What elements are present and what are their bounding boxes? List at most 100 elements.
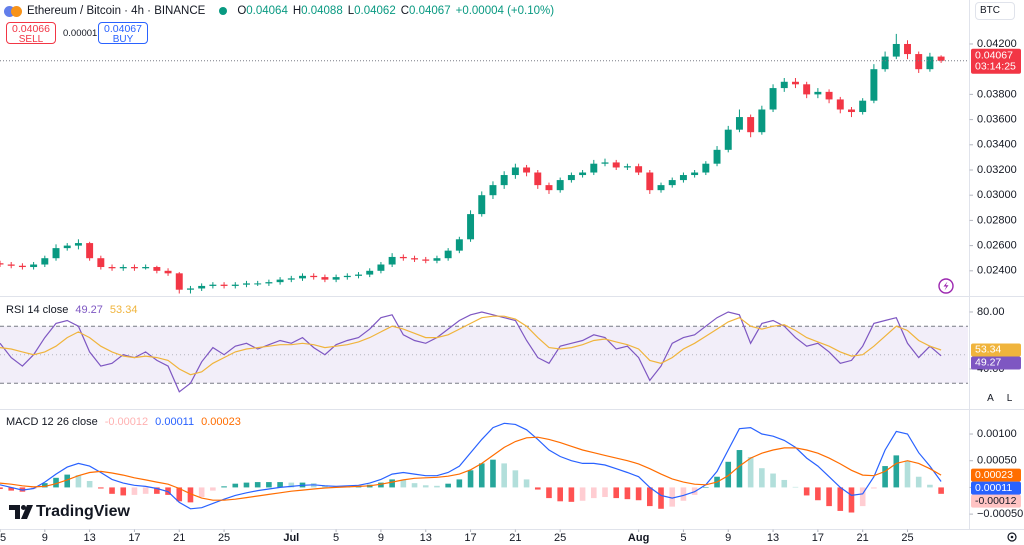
candle-body xyxy=(735,117,743,130)
histogram-bar xyxy=(927,484,933,488)
series-line xyxy=(0,315,942,376)
candle-body xyxy=(209,284,217,286)
candle-body xyxy=(803,84,811,95)
bar-countdown: 03:14:25 xyxy=(975,61,1016,73)
histogram-bar xyxy=(434,485,440,488)
histogram-bar xyxy=(635,487,642,501)
candle-body xyxy=(310,275,318,278)
x-tick-label: 17 xyxy=(812,532,824,544)
candle-body xyxy=(243,283,250,285)
ohlc-value: 0.04062 xyxy=(354,5,396,17)
eth-icon xyxy=(4,5,15,17)
candle-body xyxy=(265,282,273,284)
candle-body xyxy=(153,267,161,271)
candle-body xyxy=(915,54,923,70)
buy-button[interactable]: 0.04067 BUY xyxy=(98,22,148,45)
histogram-bar xyxy=(546,487,552,499)
candle-body xyxy=(18,265,26,268)
histogram-bar xyxy=(142,487,149,494)
x-tick-label: 25 xyxy=(901,532,913,544)
brand-name: TradingView xyxy=(36,503,131,520)
histogram-bar xyxy=(53,477,59,488)
histogram-bar xyxy=(703,487,709,488)
buy-label: BUY xyxy=(112,34,134,45)
y-tick-label: 0.03600 xyxy=(977,113,1017,125)
histogram-bar xyxy=(534,487,541,490)
x-tick-label: 13 xyxy=(767,532,779,544)
candle-body xyxy=(691,172,699,176)
candle-body xyxy=(702,163,710,173)
histogram-bar xyxy=(747,456,754,488)
legend-value: -0.00012 xyxy=(105,416,148,428)
candle-body xyxy=(254,283,262,285)
candle-body xyxy=(108,267,116,269)
candle-body xyxy=(444,250,452,259)
lightning-icon[interactable] xyxy=(938,278,954,294)
histogram-bar xyxy=(590,487,597,499)
candle-body xyxy=(489,185,497,196)
histogram-bar xyxy=(871,487,877,489)
candle-body xyxy=(747,117,755,133)
candle-body xyxy=(635,166,643,173)
candle-body xyxy=(164,270,172,274)
candle-body xyxy=(299,275,306,279)
histogram-bar xyxy=(456,479,463,488)
histogram-bar xyxy=(400,479,407,488)
x-tick-label: Jul xyxy=(283,532,299,544)
histogram-bar xyxy=(254,482,261,488)
indicator-title: MACD 12 26 close xyxy=(6,416,98,428)
histogram-bar xyxy=(109,487,115,494)
histogram-bar xyxy=(98,487,104,489)
histogram-bar xyxy=(523,479,530,488)
legend-value: 0.00011 xyxy=(155,416,194,428)
candle-body xyxy=(433,258,441,261)
x-tick-label: 5 xyxy=(333,532,339,544)
candle-body xyxy=(904,43,911,55)
histogram-bar xyxy=(658,487,664,509)
histogram-bar xyxy=(579,487,586,501)
axis-value-box xyxy=(971,343,1021,357)
candle-body xyxy=(836,99,844,110)
x-tick-label: 13 xyxy=(420,532,432,544)
candle-body xyxy=(478,195,486,215)
y-tick-label: −0.00050 xyxy=(977,508,1023,520)
settings-icon[interactable] xyxy=(1007,532,1017,542)
histogram-bar xyxy=(893,455,900,488)
auto-scale-button[interactable]: A xyxy=(983,392,998,407)
histogram-bar xyxy=(624,487,631,500)
histogram-bar xyxy=(647,487,653,507)
candle-body xyxy=(231,284,239,286)
candle-body xyxy=(52,248,60,259)
candle-body xyxy=(523,167,531,173)
histogram-bar xyxy=(557,487,563,502)
symbol-title[interactable]: Ethereum / Bitcoin · 4h · BINANCE xyxy=(27,5,206,17)
axis-value-label: -0.00012 xyxy=(975,495,1017,507)
candle-body xyxy=(41,258,49,265)
ohlc-key: H xyxy=(292,5,302,17)
candle-body xyxy=(825,91,833,100)
log-scale-button[interactable]: L xyxy=(1002,392,1017,407)
x-tick-label: 25 xyxy=(554,532,566,544)
currency-button[interactable]: BTC xyxy=(975,2,1015,20)
x-tick-label: 5 xyxy=(0,532,6,544)
candle-body xyxy=(186,288,194,290)
spread: 0.00001 xyxy=(63,28,98,39)
candle-body xyxy=(780,81,788,89)
histogram-bar xyxy=(232,483,239,488)
last-price-label: 0.04067 xyxy=(975,50,1013,62)
candle-body xyxy=(455,239,463,251)
histogram-bar xyxy=(490,459,496,488)
histogram-bar xyxy=(75,475,82,488)
x-tick-label: 5 xyxy=(680,532,686,544)
histogram-bar xyxy=(501,463,507,488)
sell-button[interactable]: 0.04066 SELL xyxy=(6,22,56,45)
histogram-bar xyxy=(198,487,205,498)
candle-body xyxy=(870,69,878,101)
histogram-bar xyxy=(736,450,743,488)
histogram-bar xyxy=(815,487,821,501)
histogram-bar xyxy=(187,487,194,503)
candle-body xyxy=(142,267,150,269)
candle-body xyxy=(287,278,295,280)
y-tick-label: 0.03200 xyxy=(977,164,1017,176)
